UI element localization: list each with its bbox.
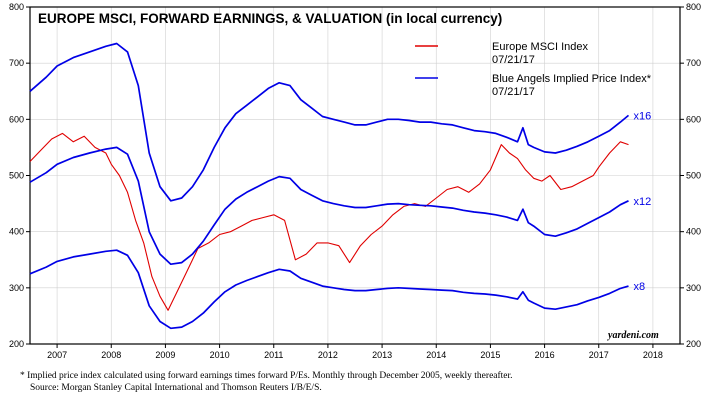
ytick-left-label: 600 bbox=[9, 114, 24, 124]
xtick-label: 2015 bbox=[480, 350, 500, 360]
xtick-label: 2010 bbox=[210, 350, 230, 360]
xtick-label: 2016 bbox=[535, 350, 555, 360]
xtick-label: 2014 bbox=[426, 350, 446, 360]
grid bbox=[30, 7, 680, 344]
y-axis-left: 200 300 400 500 600 700 800 bbox=[9, 2, 30, 349]
ytick-left-label: 800 bbox=[9, 2, 24, 12]
ytick-right-label: 800 bbox=[686, 2, 701, 12]
ytick-right-label: 400 bbox=[686, 227, 701, 237]
y-axis-right: 200 300 400 500 600 700 800 bbox=[680, 2, 701, 349]
legend-date-msci: 07/21/17 bbox=[492, 54, 535, 66]
series-line-x8 bbox=[29, 249, 629, 330]
ytick-right-label: 300 bbox=[686, 283, 701, 293]
series-lines bbox=[29, 42, 630, 330]
series-line-msci bbox=[29, 132, 629, 311]
ytick-right-label: 200 bbox=[686, 339, 701, 349]
ytick-right-label: 600 bbox=[686, 114, 701, 124]
xtick-label: 2011 bbox=[264, 350, 283, 360]
xtick-label: 2008 bbox=[101, 350, 121, 360]
chart-title: EUROPE MSCI, FORWARD EARNINGS, & VALUATI… bbox=[38, 11, 502, 26]
ytick-left-label: 700 bbox=[9, 58, 24, 68]
xtick-label: 2017 bbox=[589, 350, 609, 360]
footnote: * Implied price index calculated using f… bbox=[20, 371, 513, 381]
credit-label: yardeni.com bbox=[607, 330, 659, 341]
source-note: Source: Morgan Stanley Capital Internati… bbox=[30, 383, 322, 393]
multiple-label-x12: x12 bbox=[634, 196, 652, 208]
series-line-x16 bbox=[29, 42, 630, 202]
ytick-right-label: 700 bbox=[686, 58, 701, 68]
ytick-right-label: 500 bbox=[686, 171, 701, 181]
series-line-x12 bbox=[29, 146, 629, 266]
xtick-label: 2012 bbox=[318, 350, 338, 360]
ytick-left-label: 200 bbox=[9, 339, 24, 349]
x-axis: 2007 2008 2009 2010 2011 2012 2013 2014 2015 2016… bbox=[47, 344, 663, 360]
legend: Europe MSCI Index 07/21/17 Blue Angels I… bbox=[415, 41, 652, 98]
ytick-left-label: 300 bbox=[9, 283, 24, 293]
xtick-label: 2009 bbox=[155, 350, 175, 360]
ytick-left-label: 400 bbox=[9, 227, 24, 237]
multiple-label-x8: x8 bbox=[634, 281, 646, 293]
legend-label-implied: Blue Angels Implied Price Index* bbox=[492, 73, 652, 85]
legend-date-implied: 07/21/17 bbox=[492, 86, 535, 98]
xtick-label: 2018 bbox=[643, 350, 663, 360]
multiple-labels: x16 x12 x8 bbox=[634, 110, 652, 293]
multiple-label-x16: x16 bbox=[634, 110, 652, 122]
xtick-label: 2007 bbox=[47, 350, 67, 360]
legend-label-msci: Europe MSCI Index bbox=[492, 41, 588, 53]
ytick-left-label: 500 bbox=[9, 171, 24, 181]
xtick-label: 2013 bbox=[372, 350, 392, 360]
